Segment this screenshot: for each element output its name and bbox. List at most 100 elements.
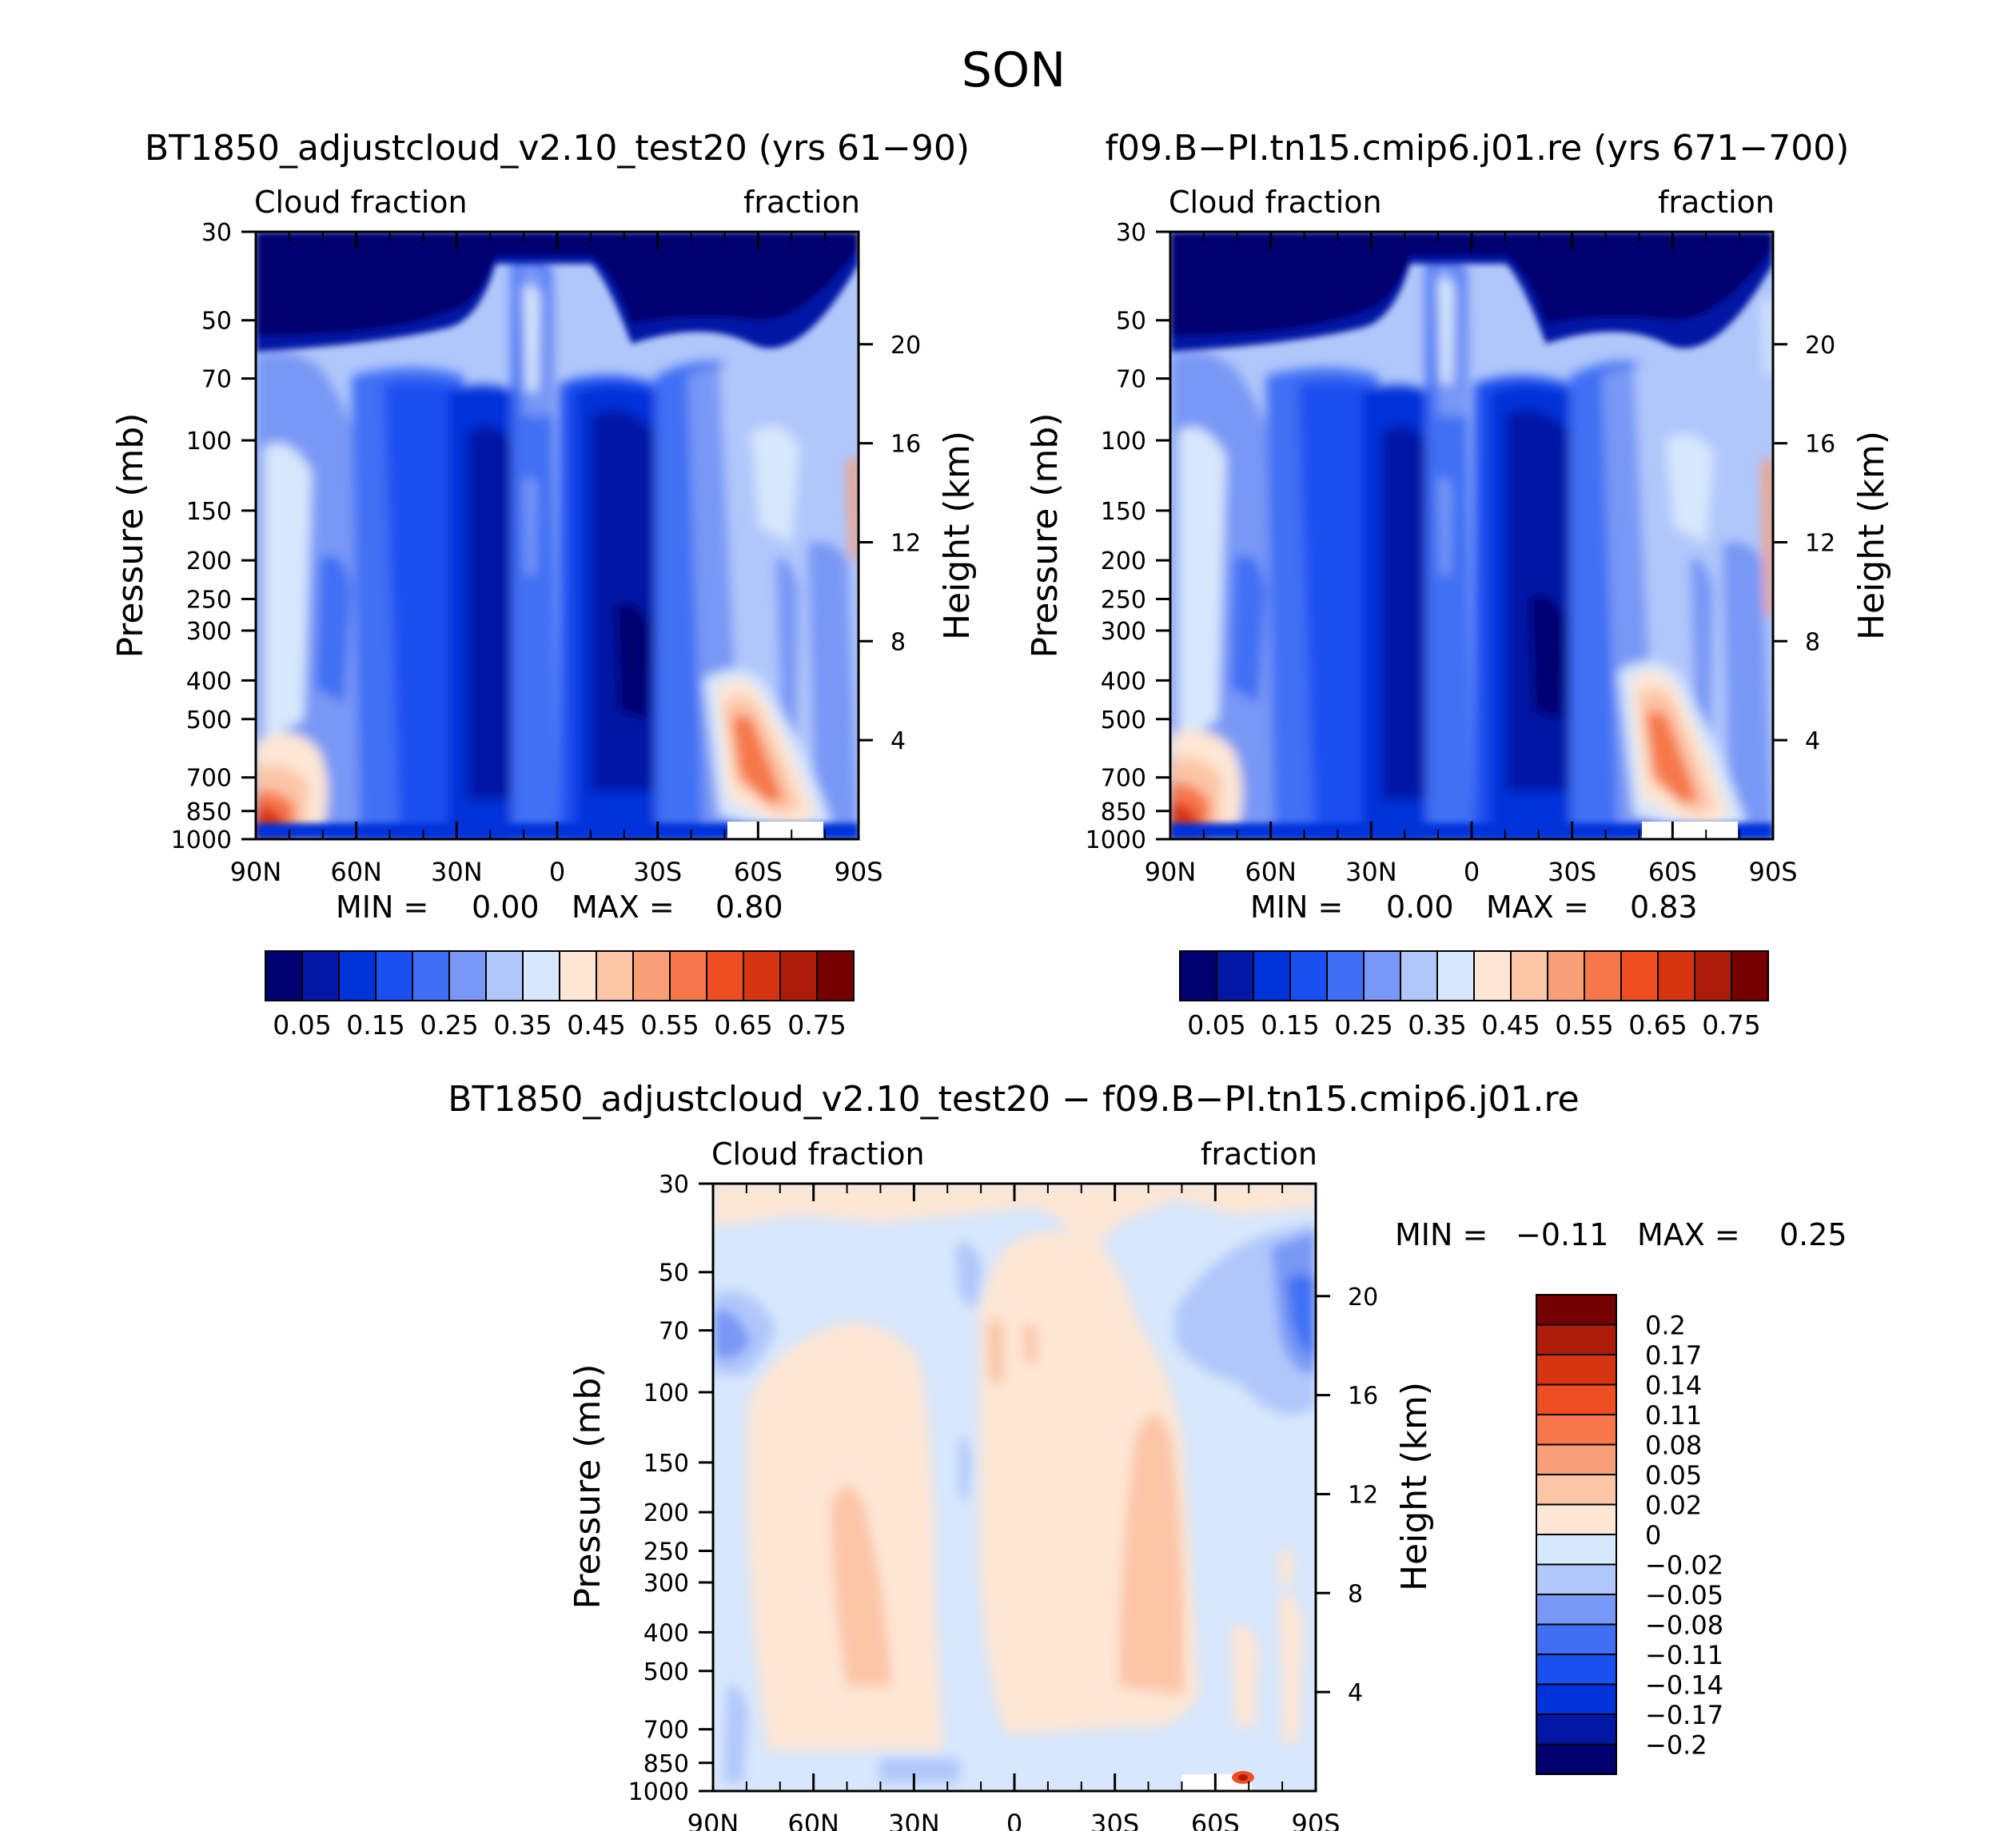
colorbar-box xyxy=(1536,1534,1617,1566)
colorbar-box xyxy=(779,950,818,1001)
colorbar-box xyxy=(1536,1414,1617,1446)
y-tick-label: 300 xyxy=(643,1570,689,1598)
colorbar-label: 0.25 xyxy=(1334,1009,1392,1041)
y-tick-label: 150 xyxy=(1101,498,1146,526)
right-string: fraction xyxy=(1201,1136,1317,1172)
y-tick-label: 30 xyxy=(659,1171,689,1199)
y-tick-label: 850 xyxy=(643,1750,689,1778)
x-tick-label: 60S xyxy=(1648,857,1697,887)
colorbar-label: 0.25 xyxy=(420,1009,478,1041)
y-axis-label: Pressure (mb) xyxy=(1025,413,1066,659)
colorbar-label: 0.75 xyxy=(1702,1009,1760,1041)
y-tick-label: 100 xyxy=(1101,428,1146,456)
colorbar-label: 0.65 xyxy=(1628,1009,1687,1041)
colorbar-label: 0.55 xyxy=(640,1009,699,1041)
colorbar-label: 0.15 xyxy=(1261,1009,1319,1041)
y-tick-label: 850 xyxy=(1101,798,1146,826)
colorbar-box xyxy=(1536,1503,1617,1535)
x-tick-label: 60N xyxy=(787,1809,839,1831)
y-tick-right-label: 12 xyxy=(1805,529,1835,557)
colorbar-box xyxy=(1326,950,1365,1001)
x-tick-label: 30N xyxy=(888,1809,940,1831)
y-tick-label: 70 xyxy=(659,1318,689,1346)
colorbar-box xyxy=(1289,950,1328,1001)
colorbar-label: 0.75 xyxy=(787,1009,846,1041)
colorbar-box xyxy=(1536,1383,1617,1415)
colorbar-label: 0.11 xyxy=(1645,1400,1702,1431)
panel-test: BT1850_adjustcloud_v2.10_test20 (yrs 61−… xyxy=(110,128,978,1041)
colorbar-label: 0.35 xyxy=(493,1009,552,1041)
contour-field xyxy=(1170,232,1773,839)
colorbar-label: 0.55 xyxy=(1555,1009,1613,1041)
colorbar-label: −0.17 xyxy=(1645,1700,1723,1730)
x-tick-label: 60S xyxy=(734,857,783,887)
y-tick-right-label: 12 xyxy=(1348,1481,1378,1509)
min-label: MIN = xyxy=(1395,1217,1488,1252)
x-tick-label: 60S xyxy=(1191,1809,1240,1831)
axes: 90N 60N 30N 0 30S 60S 90S 30 50 70 100 150 200 250 300… xyxy=(171,219,922,887)
panel-ctrl: f09.B−PI.tn15.cmip6.j01.re (yrs 671−700)… xyxy=(1025,128,1892,1041)
colorbar-label: 0.65 xyxy=(714,1009,772,1041)
y-axis-label: Pressure (mb) xyxy=(568,1364,608,1610)
colorbar-label: 0.45 xyxy=(567,1009,625,1041)
max-value: 0.80 xyxy=(715,890,783,925)
colorbar-label: 0.17 xyxy=(1645,1340,1702,1371)
colorbar-box xyxy=(743,950,781,1001)
colorbar-label: −0.11 xyxy=(1645,1640,1723,1670)
colorbar-box xyxy=(706,950,744,1001)
y-tick-right-label: 8 xyxy=(1805,628,1820,656)
min-value: 0.00 xyxy=(472,890,540,925)
y-tick-label: 200 xyxy=(643,1499,689,1527)
colorbar-box xyxy=(448,950,487,1001)
colorbar-label: 0.45 xyxy=(1481,1009,1540,1041)
x-tick-label: 60N xyxy=(1245,857,1297,887)
y-axis-label-right: Height (km) xyxy=(1851,431,1892,640)
colorbar-box xyxy=(1536,1594,1617,1626)
max-value: 0.25 xyxy=(1779,1217,1847,1252)
colorbar-box xyxy=(1694,950,1732,1001)
colorbar-label: 0.05 xyxy=(1187,1009,1245,1041)
colorbar-label: −0.2 xyxy=(1645,1730,1707,1761)
colorbar-box xyxy=(1536,1743,1617,1775)
colorbar-box xyxy=(1536,1654,1617,1686)
x-tick-label: 90S xyxy=(834,857,882,887)
x-tick-label: 90S xyxy=(1291,1809,1340,1831)
y-tick-label: 70 xyxy=(201,366,232,394)
y-tick-label: 100 xyxy=(186,428,232,456)
colorbar-box xyxy=(1657,950,1695,1001)
y-tick-label: 500 xyxy=(186,707,232,734)
colorbar-box xyxy=(522,950,560,1001)
x-tick-label: 90N xyxy=(687,1809,739,1831)
x-tick-label: 60N xyxy=(330,857,382,887)
colorbar-box xyxy=(596,950,634,1001)
y-tick-label: 50 xyxy=(201,308,232,336)
max-label: MAX = xyxy=(1637,1217,1740,1252)
max-label: MAX = xyxy=(1486,890,1589,925)
colorbar-box xyxy=(1536,1623,1617,1655)
colorbar-box xyxy=(1620,950,1659,1001)
max-value: 0.83 xyxy=(1630,890,1698,925)
y-tick-label: 400 xyxy=(643,1619,689,1647)
y-tick-right-label: 20 xyxy=(1805,332,1835,360)
left-string: Cloud fraction xyxy=(711,1136,925,1172)
colorbar-label: 0.35 xyxy=(1408,1009,1466,1041)
y-tick-right-label: 4 xyxy=(890,727,906,755)
y-tick-label: 850 xyxy=(186,798,232,826)
colorbar-box xyxy=(301,950,340,1001)
min-label: MIN = xyxy=(336,890,428,925)
y-tick-label: 50 xyxy=(659,1260,689,1288)
y-axis-label-right: Height (km) xyxy=(937,431,978,640)
contour-field xyxy=(256,232,859,839)
right-string: fraction xyxy=(1658,185,1775,220)
axes: 90N 60N 30N 0 30S 60S 90S 30 50 70 100 150 200 250 300… xyxy=(628,1171,1379,1831)
y-tick-label: 300 xyxy=(1101,618,1146,646)
y-tick-right-label: 16 xyxy=(1348,1383,1378,1411)
x-tick-label: 30S xyxy=(1090,1809,1139,1831)
min-value: −0.11 xyxy=(1516,1217,1608,1252)
colorbar-box xyxy=(1536,1354,1617,1386)
y-tick-right-label: 4 xyxy=(1805,727,1820,755)
colorbar-box xyxy=(1536,1563,1617,1595)
colorbar-box xyxy=(1510,950,1548,1001)
x-tick-label: 30S xyxy=(1548,857,1596,887)
y-tick-label: 100 xyxy=(643,1379,689,1407)
